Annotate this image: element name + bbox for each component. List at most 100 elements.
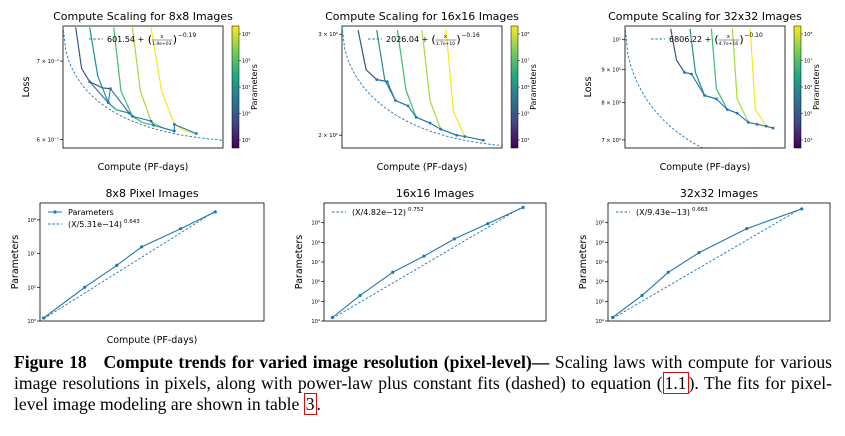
y-tick-label: 10⁹ (595, 221, 604, 227)
frontier-point (455, 133, 459, 137)
frontier-point (172, 129, 176, 133)
legend-fit-constant: 601.54 + (107, 35, 144, 44)
frontier-point (106, 101, 110, 105)
colorbar (793, 25, 802, 149)
y-axis-label: Loss (583, 77, 594, 98)
plot-frame (323, 202, 547, 322)
legend-fit-base: (X/5.31e−14) (68, 220, 122, 229)
colorbar-tick-label: 10⁴ (521, 138, 529, 144)
legend-fit-exponent: −0.19 (178, 32, 197, 39)
legend-fit-exponent: 0.752 (408, 207, 424, 213)
training-curve (396, 30, 431, 124)
frontier-point (375, 78, 379, 82)
colorbar-tick-label: 10⁵ (242, 138, 250, 144)
y-tick-label: 10⁶ (311, 280, 320, 286)
frontier-point (385, 80, 389, 84)
legend-fit-exponent: −0.16 (461, 32, 480, 39)
legend-fit-exponent: 0.663 (692, 207, 708, 213)
parameters-data-point (666, 270, 670, 274)
plot-area (63, 26, 223, 141)
y-tick-label: 6 × 10⁻¹ (37, 137, 59, 143)
parameters-data-point (697, 251, 701, 255)
colorbar-label: Parameters (812, 64, 821, 110)
chart-title: 8x8 Pixel Images (105, 187, 198, 200)
colorbar (510, 25, 519, 149)
frontier-point (703, 94, 706, 97)
y-tick-label: 10⁵ (311, 299, 320, 305)
plot-frame (62, 25, 224, 149)
frontier-point (414, 115, 418, 119)
parameters-data-point (745, 226, 749, 231)
y-tick-label: 10⁶ (595, 280, 604, 286)
frontier-point (130, 114, 134, 118)
loss-chart-panel: 7 × 10⁻¹ 6 × 10⁻¹ Compute Scaling for 8x8 … (21, 10, 259, 173)
plot-frame (624, 25, 786, 149)
legend-series-label: Parameters (68, 208, 114, 217)
parameters-series-line (43, 211, 216, 319)
frontier-point (194, 132, 198, 135)
y-tick-label: 3 × 10⁰ (318, 32, 338, 38)
frontier-line (89, 81, 197, 135)
y-tick-label: 10⁸ (595, 240, 604, 246)
colorbar-label: Parameters (250, 64, 259, 110)
legend-fraction-denominator: 1.9e+03 (152, 41, 172, 47)
y-tick-label: 10⁷ (27, 252, 36, 258)
y-tick-label: 7 × 10⁻¹ (37, 59, 59, 65)
plot-area (625, 26, 785, 148)
frontier-line (376, 79, 484, 141)
power-law-fit-line (63, 26, 223, 141)
legend-paren: ) (739, 33, 743, 46)
x-axis-label: Compute (PF-days) (98, 162, 189, 173)
frontier-point (755, 122, 759, 126)
frontier-line (684, 71, 774, 129)
parameters-data-point (115, 263, 119, 267)
frontier-point (715, 97, 718, 101)
legend-fit-constant: 2026.04 + (386, 35, 428, 44)
frontier-point (764, 124, 768, 128)
y-tick-label: 10³ (27, 319, 36, 325)
params-chart-panel: 10³ 10⁵ 10⁷ 10⁹ 8x8 Pixel Images Compute (PF-… (10, 187, 265, 346)
y-tick-label: 10⁴ (311, 319, 320, 325)
colorbar (231, 25, 240, 149)
frontier-point (406, 104, 410, 108)
frontier-point (149, 119, 153, 123)
training-curve (75, 27, 111, 90)
power-law-fit-line (342, 26, 502, 147)
parameters-data-point (521, 205, 525, 209)
y-axis-label: Parameters (294, 235, 305, 289)
y-tick-label: 9 × 10⁰ (601, 67, 621, 73)
frontier-point (746, 120, 750, 124)
colorbar-tick-label: 10⁵ (521, 112, 529, 118)
chart-title: Compute Scaling for 8x8 Images (53, 10, 233, 23)
training-curve (357, 29, 388, 83)
parameters-data-point (83, 285, 87, 289)
caption-figure-title: Compute trends for varied image resoluti… (103, 352, 550, 372)
y-tick-label: 2 × 10⁰ (318, 133, 338, 139)
legend-fit-base: (X/9.43e−13) (636, 208, 690, 217)
y-tick-label: 10⁷ (311, 260, 320, 266)
y-tick-label: 10⁵ (595, 299, 604, 305)
parameters-data-point (611, 315, 615, 320)
legend-fit-constant: 6806.22 + (669, 35, 711, 44)
chart-title: Compute Scaling for 32x32 Images (608, 10, 802, 23)
y-axis-label: Parameters (578, 235, 589, 289)
chart-title: 32x32 Images (680, 187, 758, 200)
parameters-data-point (640, 293, 644, 298)
caption-text-2: ). The fits for pixel-level image modeli… (14, 373, 833, 414)
figure-caption: Figure 18 Compute trends for varied imag… (14, 352, 832, 415)
frontier-point (725, 108, 729, 111)
frontier-point (393, 98, 397, 102)
training-curve (749, 28, 774, 129)
y-tick-label: 10⁴ (595, 319, 604, 325)
y-axis-label: Parameters (10, 235, 21, 289)
legend-fit-base: (X/4.82e−12) (352, 208, 406, 217)
equation-reference-link[interactable]: 1.1 (662, 372, 689, 394)
parameters-series-line (612, 208, 802, 318)
table-reference-link[interactable]: 3 (303, 393, 317, 415)
colorbar-tick-label: 10⁶ (804, 85, 812, 91)
parameters-data-point (358, 293, 362, 298)
caption-text-1: Scaling laws with compute for various im… (14, 352, 832, 393)
legend-fit-exponent: −0.10 (744, 32, 763, 39)
legend-fraction-numerator: x (727, 34, 730, 40)
y-tick-label: 7 × 10⁰ (601, 138, 621, 144)
